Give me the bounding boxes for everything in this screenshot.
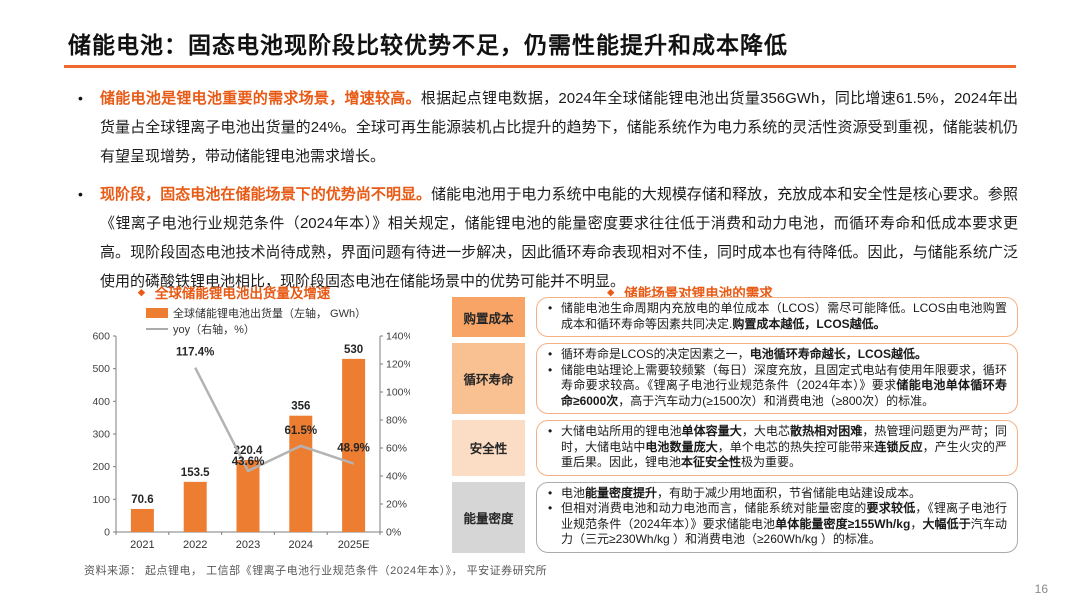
page-number: 16 (1034, 582, 1048, 596)
svg-text:117.4%: 117.4% (176, 347, 214, 359)
diamond-icon: ◆ (138, 286, 145, 297)
requirement-bullet: • 储能电池生命周期内充放电的单位成本（LCOS）需尽可能降低。LCOS由电池购置… (548, 301, 1007, 331)
requirement-content: • 循环寿命是LCOS的决定因素之一，电池循环寿命越长，LCOS越低。 • 储能电站理… (536, 343, 1018, 414)
bullet-highlight: 储能电池是锂电池重要的需求场景，增速较高。 (100, 90, 421, 107)
svg-text:60%: 60% (386, 443, 407, 455)
chart-title-text: 全球储能锂电池出货量及增速 (154, 286, 331, 301)
title-divider (64, 65, 1016, 68)
svg-text:500: 500 (92, 363, 110, 375)
svg-text:0: 0 (104, 527, 110, 539)
legend-item-line: yoy（右轴，%） (146, 321, 366, 337)
requirement-bullet: • 但相对消费电池和动力电池而言，储能系统对能量密度的要求较低，《锂离子电池行业规… (548, 501, 1007, 546)
legend-label: 全球储能锂电池出货量（左轴， GWh） (173, 308, 367, 320)
svg-text:20%: 20% (386, 499, 407, 511)
combo-chart: 0 100 200 300 400 500 600 0% 20% 40% 60% 80% 100% 120… (92, 331, 410, 552)
bullet-icon: • (548, 301, 553, 315)
requirement-label: 购置成本 (452, 297, 525, 337)
svg-text:70.6: 70.6 (131, 494, 153, 506)
svg-text:2023: 2023 (236, 539, 260, 551)
summary-bullets: • 储能电池是锂电池重要的需求场景，增速较高。根据起点锂电数据，2024年全球储… (78, 84, 1018, 305)
svg-text:530: 530 (344, 344, 363, 356)
svg-text:61.5%: 61.5% (284, 425, 317, 437)
requirement-label: 能量密度 (452, 481, 525, 553)
requirement-bullet: • 循环寿命是LCOS的决定因素之一，电池循环寿命越长，LCOS越低。 (548, 347, 928, 361)
requirement-content: • 大储电站所用的锂电池单体容量大，大电芯散热相对困难，热管理问题更为严苛；同时，… (536, 420, 1018, 476)
bullet-icon: • (78, 186, 83, 202)
svg-text:0%: 0% (386, 527, 401, 539)
svg-text:48.9%: 48.9% (337, 443, 370, 455)
svg-text:80%: 80% (386, 415, 407, 427)
bullet-icon: • (548, 424, 553, 438)
svg-text:2024: 2024 (289, 539, 313, 551)
bar-swatch-icon (146, 308, 168, 318)
bullet-body: 储能电池用于电力系统中电能的大规模存储和释放，充放成本和安全性是核心要求。参照《… (100, 186, 1018, 290)
svg-text:43.6%: 43.6% (232, 456, 265, 468)
svg-text:2025E: 2025E (338, 539, 370, 551)
bullet-icon: • (548, 362, 553, 377)
requirement-content: • 储能电池生命周期内充放电的单位成本（LCOS）需尽可能降低。LCOS由电池购置… (536, 297, 1018, 337)
requirement-row: 安全性 • 大储电站所用的锂电池单体容量大，大电芯散热相对困难，热管理问题更为严苛；… (452, 420, 1018, 476)
bullet-body: 根据起点锂电数据，2024年全球储能锂电池出货量356GWh，同比增速61.5%… (100, 90, 1018, 165)
bullet-point-1: • 储能电池是锂电池重要的需求场景，增速较高。根据起点锂电数据，2024年全球储… (78, 84, 1018, 171)
requirement-bullet: • 大储电站所用的锂电池单体容量大，大电芯散热相对困难，热管理问题更为严苛；同时，… (548, 424, 1007, 469)
diamond-icon: ◆ (607, 286, 615, 297)
svg-text:600: 600 (92, 331, 110, 343)
line-swatch-icon (146, 328, 168, 330)
bullet-icon: • (548, 501, 553, 515)
svg-text:356: 356 (291, 401, 310, 413)
requirements-table: 购置成本 • 储能电池生命周期内充放电的单位成本（LCOS）需尽可能降低。LCOS由… (452, 297, 1018, 553)
bullet-icon: • (548, 347, 553, 361)
requirement-row: 循环寿命 • 循环寿命是LCOS的决定因素之一，电池循环寿命越长，LCOS越低。 • 储… (452, 343, 1018, 414)
bullet-icon: • (548, 485, 553, 500)
bullet-text: 储能电池是锂电池重要的需求场景，增速较高。根据起点锂电数据，2024年全球储能锂… (100, 84, 1018, 171)
svg-text:120%: 120% (386, 359, 410, 371)
chart-legend: 全球储能锂电池出货量（左轴， GWh） yoy（右轴，%） (146, 305, 366, 337)
bullet-text: 现阶段，固态电池在储能场景下的优势尚不明显。储能电池用于电力系统中电能的大规模存… (100, 180, 1018, 296)
svg-text:220.4: 220.4 (234, 445, 263, 457)
bullet-point-2: • 现阶段，固态电池在储能场景下的优势尚不明显。储能电池用于电力系统中电能的大规… (78, 180, 1018, 296)
requirement-bullet: • 电池能量密度提升，有助于减少用地面积，节省储能电站建设成本。 (548, 485, 922, 500)
svg-text:153.5: 153.5 (181, 467, 210, 479)
requirement-content: • 电池能量密度提升，有助于减少用地面积，节省储能电站建设成本。 • 但相对消费电池和… (536, 481, 1018, 553)
source-note: 资料来源： 起点锂电， 工信部《锂离子电池行业规范条件（2024年本）》， 平安… (84, 565, 548, 577)
requirement-row: 能量密度 • 电池能量密度提升，有助于减少用地面积，节省储能电站建设成本。 • 但相对消… (452, 481, 1018, 553)
chart-section-title: ◆ 全球储能锂电池出货量及增速 (138, 282, 330, 302)
svg-text:300: 300 (92, 429, 110, 441)
bullet-highlight: 现阶段，固态电池在储能场景下的优势尚不明显。 (100, 186, 432, 203)
legend-label: yoy（右轴，%） (173, 324, 255, 336)
svg-text:140%: 140% (386, 331, 410, 343)
svg-text:2021: 2021 (130, 539, 154, 551)
legend-item-bar: 全球储能锂电池出货量（左轴， GWh） (146, 305, 366, 321)
svg-text:400: 400 (92, 396, 110, 408)
requirement-label: 安全性 (452, 420, 525, 476)
requirement-bullet: • 储能电站理论上需要较频繁（每日）深度充放，且固定式电站有使用年限要求，循环寿命… (548, 362, 1007, 408)
page-title: 储能电池：固态电池现阶段比较优势不足，仍需性能提升和成本降低 (68, 32, 788, 58)
bullet-icon: • (78, 90, 83, 106)
svg-text:2022: 2022 (183, 539, 207, 551)
requirement-label: 循环寿命 (452, 343, 525, 414)
svg-text:100%: 100% (386, 387, 410, 399)
requirement-row: 购置成本 • 储能电池生命周期内充放电的单位成本（LCOS）需尽可能降低。LCOS由… (452, 297, 1018, 337)
svg-text:100: 100 (92, 494, 110, 506)
svg-text:200: 200 (92, 461, 110, 473)
svg-text:40%: 40% (386, 471, 407, 483)
